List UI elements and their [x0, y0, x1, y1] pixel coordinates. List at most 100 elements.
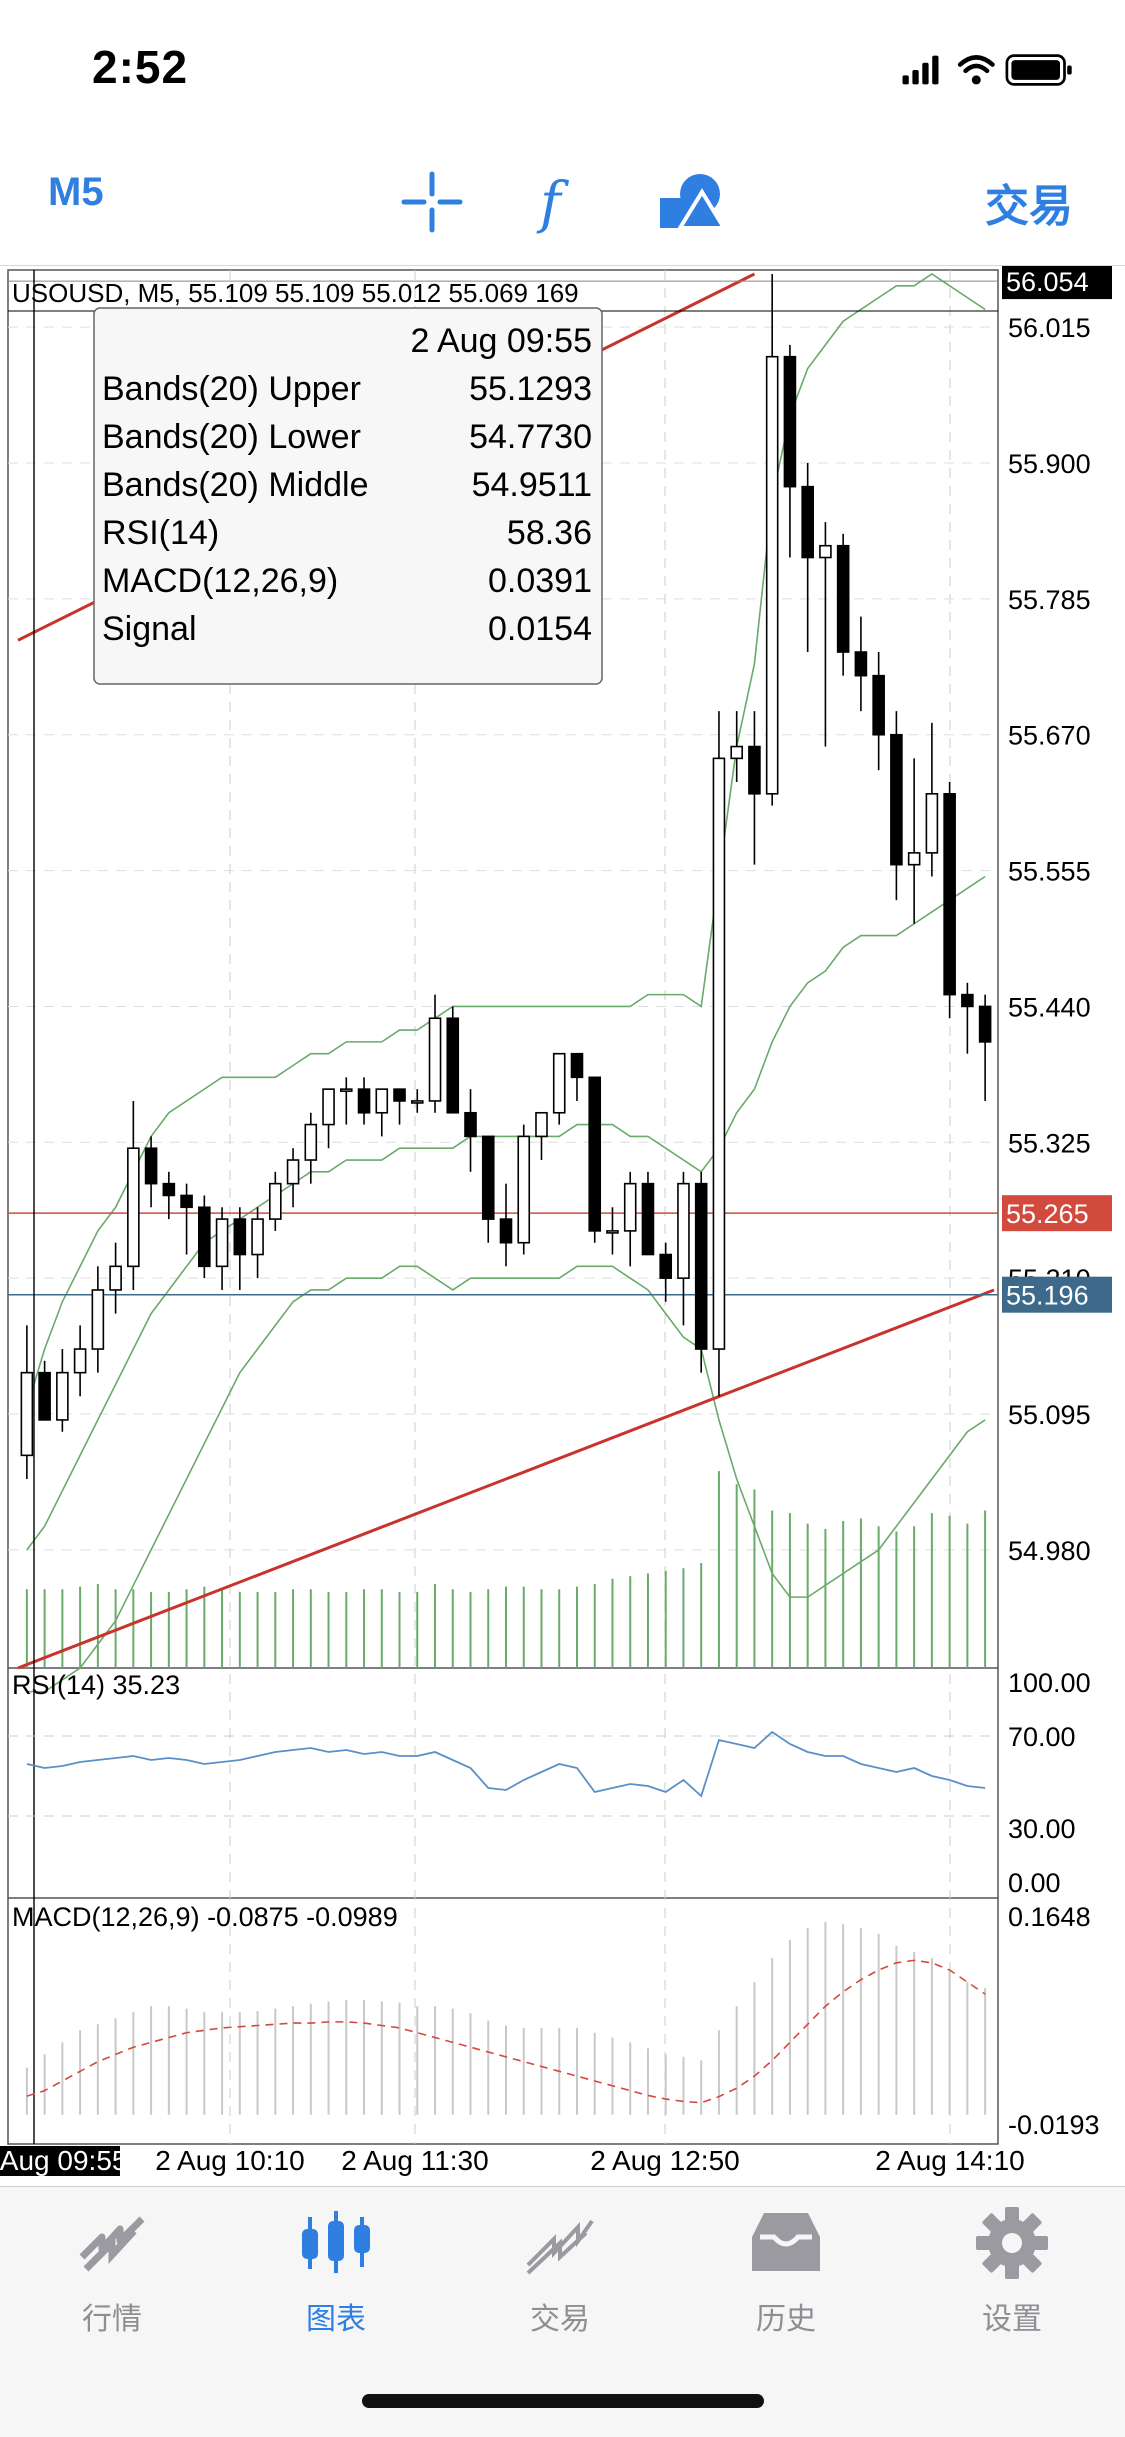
candle	[38, 1371, 51, 1421]
candle	[925, 792, 939, 854]
price-axis-label: 55.325	[1008, 1128, 1091, 1158]
candle	[198, 1206, 211, 1268]
candle	[623, 1182, 637, 1232]
candle	[56, 1371, 69, 1421]
period-button[interactable]: M5	[48, 170, 104, 214]
rsi-axis-label: 70.00	[1008, 1722, 1076, 1752]
candle	[783, 355, 797, 488]
trendline	[17, 1288, 995, 1670]
rsi-axis-label: 0.00	[1008, 1868, 1061, 1898]
candle	[659, 1253, 673, 1279]
trade-icon	[526, 2219, 594, 2275]
tab-label: 图表	[306, 2303, 366, 2336]
crosshair-time-label: 2 Aug 09:55	[0, 2145, 127, 2176]
chart-icon	[302, 2211, 370, 2273]
tab-chart[interactable]: 图表	[266, 2207, 406, 2338]
tooltip-value: 0.0154	[488, 610, 592, 648]
time-axis-label: 2 Aug 10:10	[155, 2145, 304, 2176]
candle	[286, 1159, 300, 1185]
function-icon[interactable]: f	[534, 168, 584, 236]
candle	[357, 1088, 371, 1114]
candle	[730, 745, 743, 760]
candle	[712, 757, 726, 1350]
tooltip-label: MACD(12,26,9)	[102, 562, 338, 600]
tooltip-label: Signal	[102, 610, 197, 648]
candle	[943, 792, 956, 996]
tab-settings[interactable]: 设置	[942, 2207, 1082, 2338]
cellular-signal-icon	[902, 55, 939, 85]
tooltip-label: Bands(20) Lower	[102, 418, 361, 456]
tooltip-label: Bands(20) Middle	[102, 466, 368, 504]
candle	[907, 852, 921, 866]
price-tag-high-bg	[1002, 263, 1112, 300]
bollinger-band-lower	[26, 1265, 986, 1693]
candle	[73, 1348, 87, 1374]
macd-axis-label: -0.0193	[1008, 2110, 1100, 2140]
tooltip-time: 2 Aug 09:55	[410, 322, 592, 360]
status-time: 2:52	[92, 41, 189, 93]
candle	[588, 1076, 602, 1232]
candle	[162, 1182, 176, 1197]
wifi-icon	[957, 55, 995, 85]
candle	[127, 1147, 140, 1268]
tab-label: 历史	[756, 2303, 816, 2336]
tooltip-value: 54.9511	[472, 466, 592, 504]
macd-signal-line	[26, 1959, 986, 2104]
chart-area[interactable]: 56.015 55.900 55.785 55.670 55.555 55.440 55.3…	[0, 263, 1125, 2178]
crosshair-icon[interactable]	[400, 170, 464, 234]
rsi-axis-label: 100.00	[1008, 1668, 1091, 1698]
tab-label: 交易	[530, 2303, 590, 2336]
rsi-axis-label: 30.00	[1008, 1814, 1076, 1844]
price-axis-label: 55.785	[1008, 585, 1091, 615]
objects-icon[interactable]	[656, 168, 728, 234]
candle	[410, 1100, 424, 1104]
trade-button[interactable]: 交易	[985, 182, 1073, 231]
candle	[535, 1111, 548, 1138]
price-tag-ask: 55.265	[1006, 1199, 1089, 1229]
candle	[233, 1218, 247, 1256]
candle	[446, 1017, 460, 1114]
tooltip-label: Bands(20) Upper	[102, 370, 361, 408]
candle	[606, 1230, 619, 1234]
chart-canvas[interactable]: 56.015 55.900 55.785 55.670 55.555 55.440 55.3…	[0, 263, 1125, 2178]
candle	[464, 1111, 477, 1138]
price-axis-label: 55.670	[1008, 721, 1091, 751]
price-tag-bid-bg	[1002, 1276, 1112, 1313]
price-tag-bid: 55.196	[1006, 1281, 1089, 1311]
candle	[552, 1052, 566, 1114]
candle	[517, 1135, 531, 1244]
candle	[677, 1182, 690, 1279]
candle	[20, 1371, 34, 1457]
price-axis-label: 55.440	[1008, 992, 1091, 1022]
candle	[748, 745, 761, 795]
crosshair-time-bg	[0, 2146, 120, 2178]
price-tag-high: 56.054	[1006, 267, 1089, 297]
tab-trade[interactable]: 交易	[490, 2207, 630, 2338]
home-indicator	[362, 2394, 764, 2408]
tab-history[interactable]: 历史	[716, 2207, 856, 2338]
candle	[393, 1088, 406, 1102]
svg-text:f: f	[536, 171, 570, 236]
battery-icon	[1005, 54, 1072, 86]
candle	[641, 1182, 655, 1256]
chart-title: USOUSD, M5, 55.109 55.109 55.012 55.069 …	[12, 278, 579, 308]
price-axis-label: 56.015	[1008, 313, 1091, 343]
time-axis-label: 2 Aug 14:10	[875, 2145, 1024, 2176]
chart-frame	[7, 269, 999, 2145]
candle	[961, 993, 974, 1008]
candle	[694, 1182, 708, 1350]
candle	[339, 1088, 353, 1092]
status-icons	[902, 54, 1072, 86]
tooltip-value: 58.36	[507, 514, 592, 552]
quotes-icon	[79, 2216, 145, 2272]
candle	[765, 355, 779, 795]
rsi-label: RSI(14) 35.23	[12, 1670, 180, 1700]
tab-quotes[interactable]: 行情	[42, 2207, 182, 2338]
tooltip-value: 0.0391	[488, 562, 592, 600]
bollinger-band-middle	[26, 875, 986, 1551]
rsi-line	[26, 1730, 986, 1798]
candle	[322, 1088, 335, 1126]
price-axis-label: 55.095	[1008, 1400, 1091, 1430]
candle	[269, 1182, 282, 1220]
history-icon	[752, 2213, 820, 2271]
